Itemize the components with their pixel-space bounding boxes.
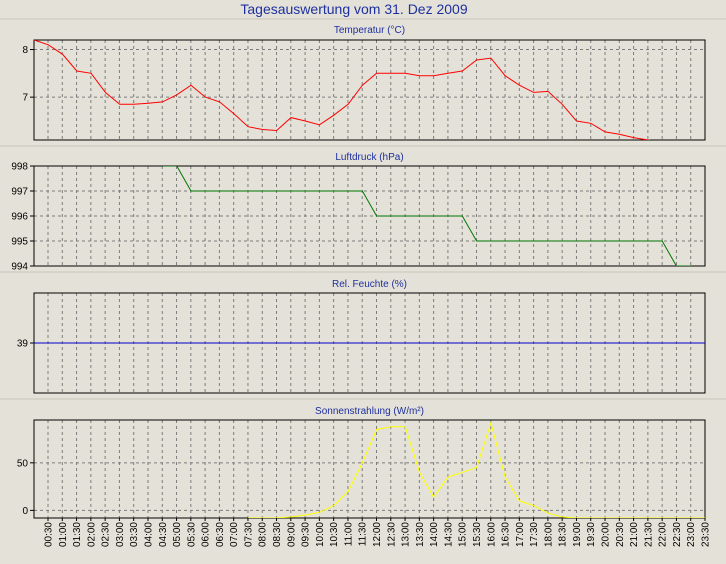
x-tick-label: 08:00	[258, 522, 269, 547]
x-tick-label: 13:30	[415, 522, 426, 547]
x-tick-label: 16:30	[501, 522, 512, 547]
x-tick-label: 19:30	[586, 522, 597, 547]
x-tick-label: 01:00	[58, 522, 69, 547]
x-tick-label: 16:00	[486, 522, 497, 547]
y-tick-label: 995	[11, 237, 28, 248]
x-tick-label: 20:00	[601, 522, 612, 547]
x-tick-label: 15:30	[472, 522, 483, 547]
series-line	[248, 421, 705, 518]
chart-panel-1: Temperatur (°C) 7 8	[0, 18, 726, 141]
plot-area	[34, 40, 705, 140]
y-tick-label: 7	[22, 93, 28, 104]
x-tick-label: 23:00	[686, 522, 697, 547]
x-tick-label: 13:00	[401, 522, 412, 547]
panel-title: Rel. Feuchte (%)	[332, 279, 407, 290]
x-tick-label: 01:30	[72, 522, 83, 547]
plot-area	[34, 420, 705, 518]
x-tick-label: 05:30	[186, 522, 197, 547]
plot-frame	[33, 165, 706, 267]
chart-main-title: Tagesauswertung vom 31. Dez 2009	[240, 1, 467, 17]
x-tick-label: 20:30	[615, 522, 626, 547]
x-tick-label: 09:30	[301, 522, 312, 547]
x-tick-label: 11:00	[343, 522, 354, 547]
x-tick-label: 04:00	[143, 522, 154, 547]
y-tick-label: 0	[22, 506, 28, 517]
x-tick-label: 02:30	[101, 522, 112, 547]
y-tick-label: 994	[11, 262, 28, 273]
x-tick-label: 15:00	[458, 522, 469, 547]
x-tick-label: 14:00	[429, 522, 440, 547]
x-tick-label: 22:30	[672, 522, 683, 547]
panel-title: Sonnenstrahlung (W/m²)	[315, 406, 424, 417]
y-tick-label: 50	[17, 458, 29, 469]
x-tick-label: 18:00	[543, 522, 554, 547]
x-axis-time-labels: 00:30 01:00 01:30 02:00 02:30 03:00 03:30 04:00…	[44, 518, 712, 547]
x-tick-label: 10:00	[315, 522, 326, 547]
x-tick-label: 05:00	[172, 522, 183, 547]
x-tick-label: 07:00	[229, 522, 240, 547]
chart-panels: Temperatur (°C) 7 8 Luftdruck (hPa) 994 995 99…	[0, 18, 726, 519]
panel-title: Luftdruck (hPa)	[335, 152, 403, 163]
plot-frame	[33, 39, 706, 141]
chart-panel-3: Rel. Feuchte (%) 39	[0, 271, 726, 394]
series-line	[34, 40, 651, 140]
y-tick-label: 998	[11, 162, 28, 173]
x-tick-label: 11:30	[358, 522, 369, 547]
x-tick-label: 07:30	[243, 522, 254, 547]
x-tick-label: 03:30	[129, 522, 140, 547]
x-tick-label: 12:00	[372, 522, 383, 547]
x-tick-label: 22:00	[658, 522, 669, 547]
y-tick-label: 39	[17, 339, 29, 350]
x-tick-label: 17:00	[515, 522, 526, 547]
chart-panel-2: Luftdruck (hPa) 994 995 996 997 998	[0, 145, 726, 273]
x-tick-label: 23:30	[701, 522, 712, 547]
panel-title: Temperatur (°C)	[334, 25, 405, 36]
x-tick-label: 06:30	[215, 522, 226, 547]
x-tick-label: 02:00	[86, 522, 97, 547]
x-tick-label: 14:30	[443, 522, 454, 547]
x-tick-label: 18:30	[558, 522, 569, 547]
y-tick-label: 8	[22, 45, 28, 56]
x-tick-label: 09:00	[286, 522, 297, 547]
x-tick-label: 06:00	[201, 522, 212, 547]
plot-frame	[33, 419, 706, 519]
y-tick-label: 996	[11, 212, 28, 223]
x-tick-label: 21:30	[643, 522, 654, 547]
series-line	[162, 166, 691, 266]
x-tick-label: 21:00	[629, 522, 640, 547]
chart-panel-4: Sonnenstrahlung (W/m²) 0 50	[0, 398, 726, 519]
x-tick-label: 00:30	[44, 522, 55, 547]
x-tick-label: 03:00	[115, 522, 126, 547]
x-tick-label: 19:00	[572, 522, 583, 547]
x-tick-label: 08:30	[272, 522, 283, 547]
y-tick-label: 997	[11, 187, 28, 198]
x-tick-label: 17:30	[529, 522, 540, 547]
x-tick-label: 12:30	[386, 522, 397, 547]
x-tick-label: 10:30	[329, 522, 340, 547]
x-tick-label: 04:30	[158, 522, 169, 547]
